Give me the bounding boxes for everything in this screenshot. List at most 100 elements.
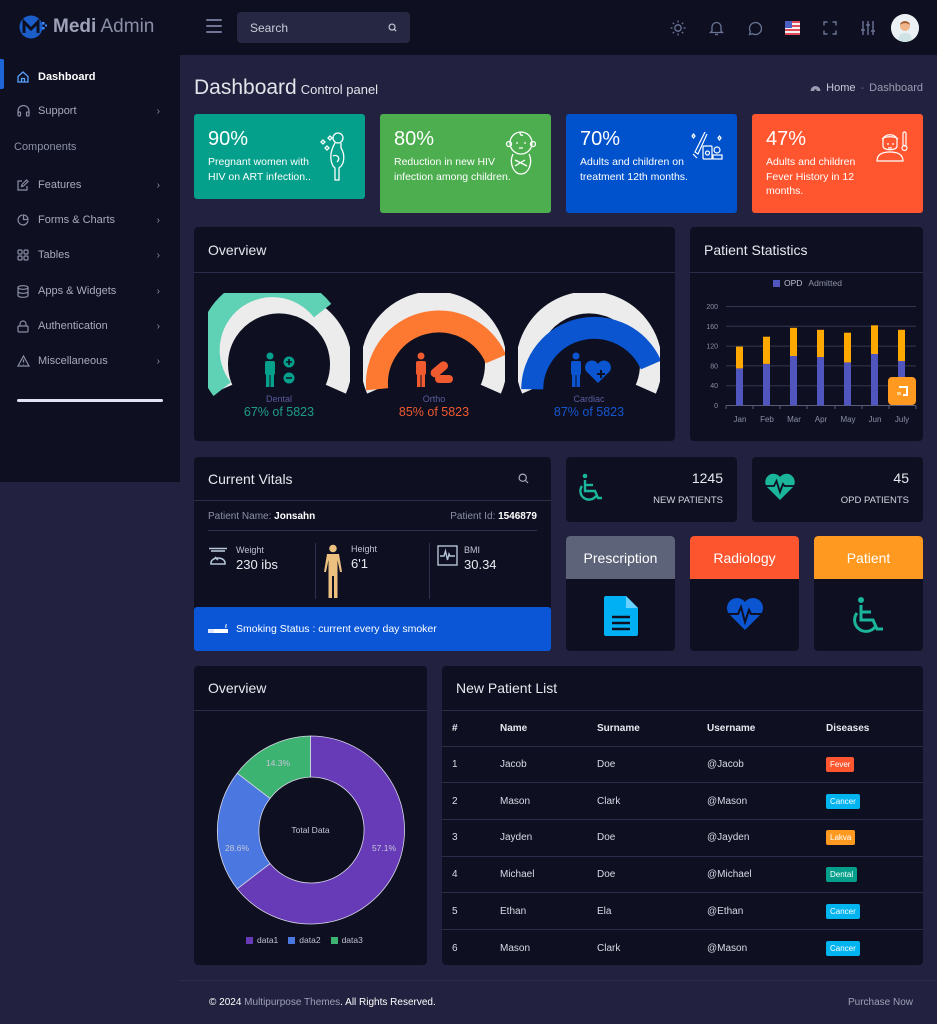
disease-badge: Dental (826, 866, 858, 882)
table-row[interactable]: 2 Mason Clark @Mason Cancer (442, 782, 923, 820)
bell-icon (708, 21, 724, 36)
svg-text:May: May (840, 415, 855, 424)
brand-name: Medi Admin (53, 16, 155, 37)
vital-height: Height 6'1 (322, 544, 377, 598)
card-title: Current Vitals (208, 470, 293, 487)
sidebar-item-label: Support (38, 105, 77, 117)
menu-toggle-button[interactable] (206, 19, 222, 33)
avatar-image (891, 14, 919, 42)
card-title: New Patient List (456, 680, 558, 696)
column-header[interactable]: Surname (587, 711, 697, 747)
sidebar-item-label: Miscellaneous (38, 355, 108, 367)
legend-data3[interactable]: data3 (330, 935, 363, 945)
section-header: Components (14, 141, 77, 153)
sidebar-item-apps-widgets[interactable]: Apps & Widgets › (0, 276, 180, 306)
dental-icon (265, 352, 295, 387)
disease-badge: Cancer (826, 940, 860, 956)
purchase-now-link[interactable]: Purchase Now (847, 997, 913, 1008)
stat-description: Adults and children Fever History in 12 … (766, 156, 856, 197)
chevron-right-icon: › (156, 285, 160, 297)
stat-card-hiv-reduction: 80% Reduction in new HIV infection among… (380, 114, 551, 213)
radiology-tile[interactable]: Radiology (690, 536, 799, 651)
table-header-row: # Name Surname Username Diseases (442, 711, 923, 747)
legend-admitted[interactable]: Admitted (808, 278, 842, 288)
new-patient-list-card: New Patient List # Name Surname Username… (442, 666, 923, 965)
heart-plus-icon (571, 352, 611, 387)
table-row[interactable]: 1 Jacob Doe @Jacob Fever (442, 746, 923, 784)
column-header[interactable]: # (442, 711, 490, 747)
card-title: Overview (208, 241, 267, 258)
svg-text:July: July (895, 415, 909, 424)
svg-text:160: 160 (706, 324, 718, 331)
fullscreen-button[interactable] (811, 12, 849, 44)
sidebar-item-support[interactable]: Support › (0, 96, 180, 126)
stat-value: 45 (893, 470, 909, 486)
page-title: Dashboard Control panel (194, 76, 379, 99)
patient-name: Patient Name: Jonsahn (208, 510, 316, 522)
table-row[interactable]: 5 Ethan Ela @Ethan Cancer (442, 892, 923, 930)
sidebar-item-features[interactable]: Features › (0, 170, 180, 200)
wheelchair-icon (579, 473, 602, 501)
overview-donut-card: Overview 57.1% 28.6% 14.3% Total Data da… (194, 666, 427, 965)
table-row[interactable]: 6 Mason Clark @Mason Cancer (442, 929, 923, 966)
sidebar-item-label: Dashboard (38, 71, 96, 83)
sidebar-item-dashboard[interactable]: Dashboard (0, 62, 180, 92)
user-avatar[interactable] (891, 14, 919, 42)
svg-text:80: 80 (710, 363, 718, 370)
vital-weight: Weight 230 ibs (208, 545, 278, 572)
company-link[interactable]: Multipurpose Themes (244, 997, 341, 1008)
chevron-right-icon: › (156, 249, 160, 261)
column-header[interactable]: Name (490, 711, 587, 747)
stat-value: 1245 (691, 470, 723, 486)
sidebar-item-tables[interactable]: Tables › (0, 240, 180, 270)
language-button[interactable] (773, 12, 811, 44)
prescription-tile[interactable]: Prescription (566, 536, 675, 651)
gauge-value: 67% of 5823 (243, 405, 315, 419)
cast-icon (897, 386, 908, 396)
svg-text:Total Data: Total Data (291, 825, 330, 835)
disease-badge: Cancer (826, 903, 860, 919)
legend-data1[interactable]: data1 (246, 935, 278, 945)
svg-text:200: 200 (706, 304, 718, 311)
opd-patients-card: 45 OPD PATIENTS (752, 457, 923, 522)
patient-statistics-card: Patient Statistics OPD Admitted 200 160 12… (690, 227, 923, 441)
messages-button[interactable] (735, 12, 773, 44)
settings-button[interactable] (849, 12, 887, 44)
svg-text:Feb: Feb (760, 415, 774, 424)
legend-data2[interactable]: data2 (288, 935, 321, 945)
column-header[interactable]: Diseases (816, 711, 923, 747)
fever-icon (876, 131, 908, 162)
sidebar-item-label: Features (38, 179, 82, 191)
pregnant-woman-icon (320, 132, 345, 181)
table-row[interactable]: 3 Jayden Doe @Jayden Lakva (442, 819, 923, 857)
table-row[interactable]: 4 Michael Doe @Michael Dental (442, 856, 923, 894)
logo[interactable]: Medi Admin (19, 14, 154, 40)
pie-chart-icon (16, 213, 30, 227)
legend-opd[interactable]: OPD (773, 278, 802, 288)
sidebar-item-forms-charts[interactable]: Forms & Charts › (0, 205, 180, 235)
gauge-ortho: Ortho 85% of 5823 (363, 293, 505, 419)
sidebar-item-authentication[interactable]: Authentication › (0, 311, 180, 341)
chat-icon (748, 21, 762, 35)
theme-toggle-button[interactable] (659, 12, 697, 44)
patient-tile[interactable]: Patient (814, 536, 923, 651)
breadcrumb-home[interactable]: Home (826, 82, 856, 94)
svg-text:0: 0 (714, 403, 718, 410)
tile-label: Prescription (566, 536, 675, 579)
search-icon[interactable] (388, 23, 397, 32)
sidebar-item-miscellaneous[interactable]: Miscellaneous › (0, 346, 180, 376)
heartbeat-icon (726, 598, 763, 630)
search-icon[interactable] (518, 473, 529, 484)
search-input[interactable] (250, 20, 370, 35)
patient-table: # Name Surname Username Diseases 1 Jacob D… (442, 711, 923, 966)
human-body-icon (324, 544, 342, 598)
svg-text:14.3%: 14.3% (266, 758, 291, 768)
svg-text:28.6%: 28.6% (225, 843, 250, 853)
column-header[interactable]: Username (697, 711, 816, 747)
sidebar-scrollbar[interactable] (17, 399, 163, 402)
card-title: Overview (208, 680, 267, 696)
stat-description: Reduction in new HIV infection among chi… (394, 156, 511, 183)
floating-action-button[interactable] (888, 377, 916, 405)
home-icon (16, 70, 30, 84)
notifications-button[interactable] (697, 12, 735, 44)
